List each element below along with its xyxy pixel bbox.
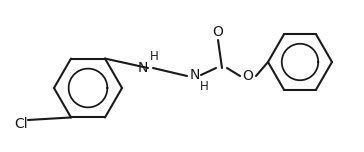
Text: O: O	[242, 69, 253, 83]
Text: H: H	[150, 50, 158, 64]
Text: N: N	[190, 68, 200, 82]
Text: Cl: Cl	[14, 117, 28, 131]
Text: O: O	[213, 25, 223, 39]
Text: H: H	[199, 79, 208, 93]
Text: N: N	[138, 61, 148, 75]
